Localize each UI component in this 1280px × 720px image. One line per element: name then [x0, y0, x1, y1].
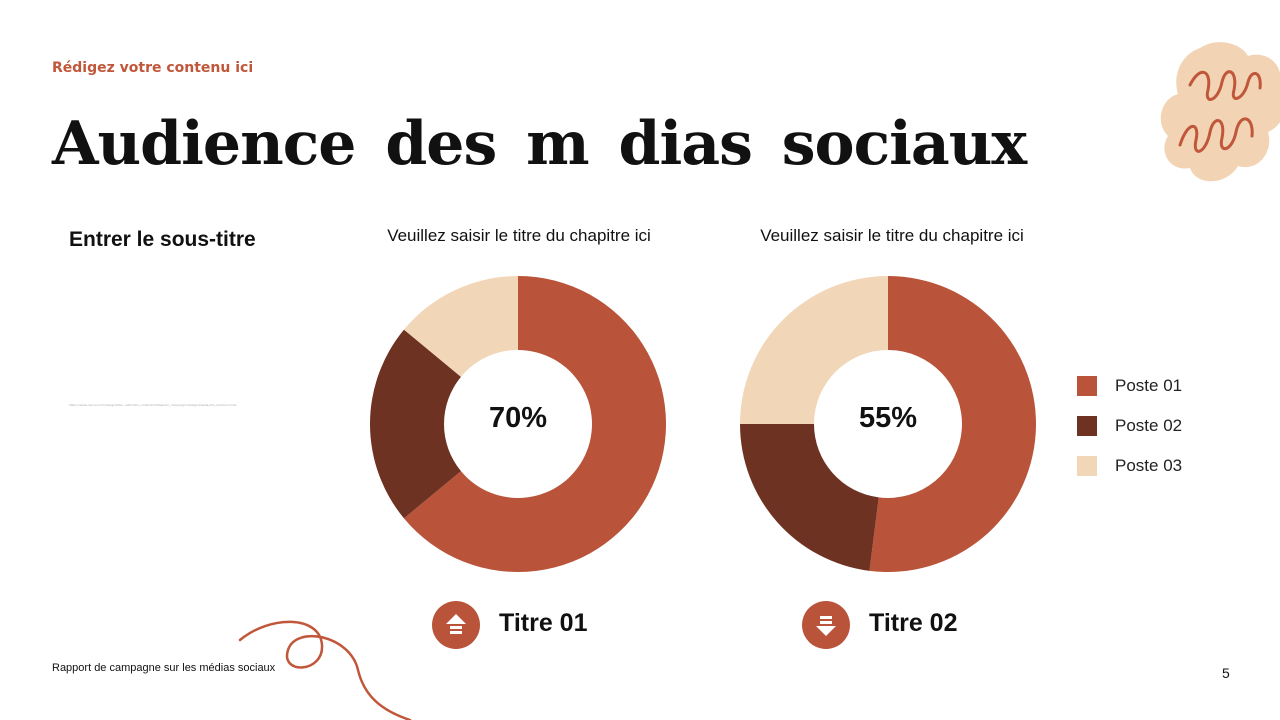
chart-1-title: Veuillez saisir le titre du chapitre ici [387, 226, 651, 245]
page-title: Audience des m dias sociaux [52, 109, 1027, 179]
donut-2-slice-poste-03 [740, 276, 888, 424]
chart-1-center-value: 70% [488, 402, 548, 434]
arrow-down-icon [816, 616, 836, 636]
chart-2-title: Veuillez saisir le titre du chapitre ici [760, 226, 1024, 245]
donut-chart-2 [740, 276, 1036, 572]
legend-label: Poste 03 [1115, 456, 1183, 475]
legend-swatch-poste-03 [1077, 456, 1097, 476]
decorative-squiggle-icon [238, 620, 412, 720]
footer-text: Rapport de campagne sur les médias socia… [52, 662, 276, 674]
donut-2-slice-poste-02 [740, 424, 879, 571]
metric-label-1: Titre 01 [499, 609, 588, 637]
legend-label: Poste 02 [1115, 416, 1183, 435]
legend-item-poste-03: Poste 03 [1077, 456, 1182, 476]
donut-chart-1 [370, 276, 666, 572]
legend-item-poste-02: Poste 02 [1077, 416, 1182, 436]
donut-1-slice-poste-03 [403, 276, 518, 377]
arrow-up-icon [446, 614, 466, 634]
metric-label-2: Titre 02 [869, 609, 958, 637]
legend-swatch-poste-02 [1077, 416, 1097, 436]
eyebrow-text: Rédigez votre contenu ici [52, 60, 254, 76]
decorative-blob-icon [1160, 42, 1280, 182]
donut-2-slice-poste-01 [869, 276, 1036, 572]
donut-1-slice-poste-01 [403, 276, 666, 572]
legend-swatch-poste-01 [1077, 376, 1097, 396]
body-text: https://www.canva.com/design/DAG...edit?… [69, 403, 237, 407]
legend-item-poste-01: Poste 01 [1077, 376, 1182, 396]
page-number: 5 [1222, 665, 1230, 681]
chart-2-center-value: 55% [858, 402, 918, 434]
subtitle: Entrer le sous-titre [69, 228, 256, 251]
arrow-down-badge [802, 601, 850, 649]
arrow-up-badge [432, 601, 480, 649]
donut-1-slice-poste-02 [370, 329, 461, 519]
legend-label: Poste 01 [1115, 376, 1183, 395]
